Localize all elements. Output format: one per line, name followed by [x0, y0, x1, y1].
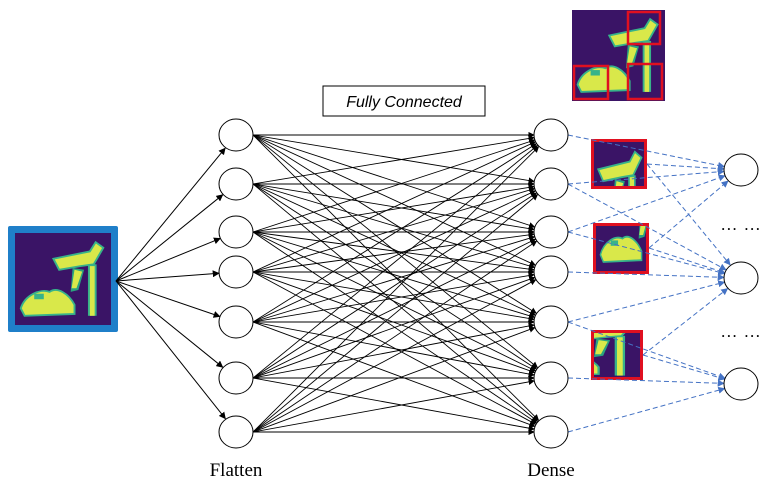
fc-link-7-4: [252, 279, 537, 433]
fc-link-2-6: [252, 183, 538, 370]
dense-node-7: [533, 415, 569, 449]
fc-link-4-3: [252, 231, 535, 273]
fc-link-7-5: [252, 326, 536, 433]
feature-map-image: [572, 10, 665, 101]
output-link-5: [567, 231, 726, 276]
dense-label: Dense: [527, 460, 574, 481]
output-link-3: [567, 174, 726, 233]
patch-link-1: [646, 163, 725, 173]
fc-link-6-5: [252, 322, 535, 379]
dense-node-1: [533, 118, 569, 152]
patch-link-6: [642, 354, 726, 381]
fc-link-3-6: [252, 231, 537, 372]
output-link-4: [567, 183, 727, 271]
ellipsis-lower: … …: [720, 322, 761, 341]
output-node-1: [723, 153, 759, 187]
fc-link-4-1: [252, 141, 536, 273]
fc-link-2-4: [252, 183, 536, 269]
patch-image-3: [591, 330, 643, 380]
flatten-node-4: [218, 255, 254, 289]
patch-image-1: [591, 139, 647, 189]
fc-link-3-5: [252, 231, 536, 319]
output-link-2: [567, 168, 725, 185]
patch-link-5: [642, 288, 729, 356]
output-node-3: [723, 367, 759, 401]
dense-to-output-links: [567, 134, 731, 433]
dense-layer: [533, 118, 569, 449]
fc-link-3-2: [252, 184, 535, 233]
fc-link-5-2: [252, 190, 537, 323]
fc-link-1-4: [252, 134, 536, 266]
patch-box-top: [626, 10, 662, 46]
input-link-2: [115, 194, 224, 282]
fc-link-7-2: [252, 194, 539, 433]
fc-link-4-5: [252, 271, 535, 322]
dense-node-2: [533, 167, 569, 201]
fc-link-6-4: [252, 276, 536, 379]
fc-link-1-5: [252, 134, 537, 314]
output-link-8: [567, 321, 726, 380]
fc-link-5-6: [252, 321, 535, 378]
fc-link-4-2: [252, 187, 536, 273]
patch-link-4: [648, 247, 726, 275]
fc-link-1-3: [252, 134, 536, 229]
input-image: [8, 226, 118, 332]
output-layer: [723, 153, 759, 401]
flatten-to-dense-links: [252, 131, 540, 436]
patch-link-3: [648, 180, 729, 249]
input-link-5: [115, 280, 221, 318]
fc-link-7-1: [252, 146, 540, 433]
fc-link-2-5: [252, 183, 537, 316]
dense-node-6: [533, 361, 569, 395]
fc-link-5-3: [252, 235, 536, 323]
input-to-flatten-links: [115, 147, 226, 420]
fc-link-6-1: [252, 144, 539, 379]
fc-link-1-2: [252, 134, 535, 184]
input-link-4: [115, 270, 220, 282]
flatten-node-7: [218, 415, 254, 449]
fc-link-5-1: [252, 143, 537, 323]
fc-link-6-3: [252, 238, 537, 379]
fc-link-6-7: [252, 377, 535, 432]
output-link-9: [567, 377, 725, 387]
fc-link-7-6: [252, 378, 535, 433]
patch-box-bottom-right: [626, 62, 664, 101]
fc-link-6-2: [252, 192, 538, 379]
output-node-2: [723, 261, 759, 295]
flatten-label: Flatten: [210, 460, 263, 481]
fully-connected-label: Fully Connected: [322, 85, 486, 117]
patch-box-bottom-left: [572, 64, 610, 101]
fc-link-2-7: [252, 183, 539, 422]
fc-link-3-4: [252, 231, 535, 273]
patch-image-2: [593, 223, 649, 274]
flatten-node-5: [218, 305, 254, 339]
output-link-10: [567, 386, 726, 433]
output-link-1: [567, 134, 726, 169]
input-link-6: [115, 280, 224, 368]
fc-link-5-4: [252, 272, 535, 323]
svg-text:Fully Connected: Fully Connected: [346, 94, 463, 111]
fc-link-4-7: [252, 271, 537, 425]
dense-node-3: [533, 215, 569, 249]
input-link-3: [115, 237, 221, 282]
flatten-node-3: [218, 215, 254, 249]
dense-node-5: [533, 305, 569, 339]
flatten-node-6: [218, 361, 254, 395]
flatten-node-1: [218, 118, 254, 152]
output-link-7: [567, 280, 726, 323]
flatten-node-2: [218, 167, 254, 201]
fc-link-7-3: [252, 240, 538, 433]
output-link-6: [567, 271, 725, 281]
fc-link-3-1: [252, 138, 536, 233]
flatten-layer: [218, 118, 254, 449]
fc-link-2-1: [252, 135, 535, 185]
input-link-7: [115, 280, 226, 420]
dense-node-4: [533, 255, 569, 289]
ellipsis-upper: … …: [720, 215, 761, 234]
input-link-1: [115, 147, 226, 282]
